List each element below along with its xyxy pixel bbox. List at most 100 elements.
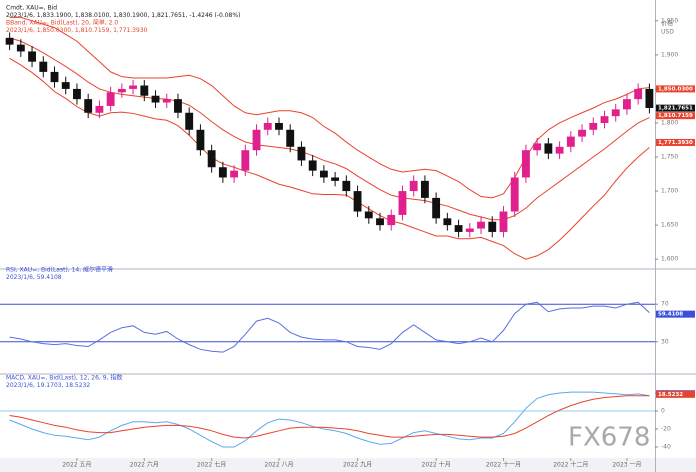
x-tick-label: 2023 一月 xyxy=(612,462,641,469)
candle-body xyxy=(218,167,227,178)
x-tick-label: 2022 五月 xyxy=(62,462,91,469)
watermark: FX678 xyxy=(568,423,650,453)
candle-body xyxy=(488,221,497,232)
value-flag xyxy=(656,390,695,398)
candle-body xyxy=(297,146,306,161)
candle-body xyxy=(308,160,317,171)
x-tick-label: 2022 六月 xyxy=(130,461,159,469)
candle-body xyxy=(465,228,474,232)
candle-body xyxy=(286,129,295,147)
candle-body xyxy=(443,218,452,226)
value-flag-label: 1,821.7651 xyxy=(658,106,693,112)
candle-body xyxy=(73,88,81,100)
y-tick-label: -20 xyxy=(661,426,671,433)
legend-text: 2023/1/6, 59.4108 xyxy=(6,274,62,281)
value-flag xyxy=(656,112,695,120)
candle-body xyxy=(376,218,384,226)
candle-body xyxy=(589,122,598,130)
value-flag xyxy=(656,138,695,146)
legend-text: 2023/1/6, 1,850.0300, 1,810.7159, 1,771.… xyxy=(6,27,148,34)
indicator-line xyxy=(9,301,650,353)
y-tick-label: 1,800 xyxy=(661,119,678,126)
candle-body xyxy=(84,99,93,113)
y-tick-label: 1,950 xyxy=(661,17,678,24)
candle-body xyxy=(533,143,542,151)
candle-body xyxy=(117,88,126,93)
candle-body xyxy=(364,211,373,219)
legend-text: BBand, XAU=, Bid(Last), 20, 简单, 2.0 xyxy=(6,19,118,27)
value-flag-label: 1,850.0300 xyxy=(658,86,693,92)
legend-text: 2023/1/6, 19.1703, 18.5232 xyxy=(6,382,90,389)
candle-body xyxy=(521,150,530,178)
candle-body xyxy=(432,197,441,219)
legend-text: RSI, XAU=, Bid(Last), 14, 威尔德平滑 xyxy=(6,266,113,274)
candle-body xyxy=(196,129,205,151)
legend-text: Cmdt, XAU=, Bid xyxy=(6,5,57,12)
legend-text: MACD, XAU=, Bid(Last), 12, 26, 9, 指数 xyxy=(6,374,122,382)
indicator-line xyxy=(9,395,650,439)
candle-body xyxy=(16,44,25,52)
candle-body xyxy=(544,143,553,154)
candle-body xyxy=(645,88,654,108)
y-tick-label: 30 xyxy=(661,338,669,345)
value-flag xyxy=(656,104,695,112)
candle-body xyxy=(151,95,160,103)
candle-body xyxy=(398,191,407,215)
x-tick-label: 2022 八月 xyxy=(264,462,293,469)
y-tick-label: 70 xyxy=(661,301,669,308)
candle-body xyxy=(510,177,519,212)
y-tick-label: 1,650 xyxy=(661,222,678,229)
y-tick-label: 0 xyxy=(661,408,665,415)
axis-label: USD xyxy=(661,29,674,36)
candle-body xyxy=(129,85,138,89)
bollinger-upper xyxy=(9,16,650,199)
candle-body xyxy=(61,82,70,89)
x-tick-label: 2022 七月 xyxy=(197,461,226,469)
value-flag-label: 1,810.7159 xyxy=(658,113,693,119)
candle-body xyxy=(252,129,261,151)
candle-body xyxy=(331,177,340,181)
y-tick-label: -40 xyxy=(661,444,671,451)
value-flag-label: 18.5232 xyxy=(658,392,683,398)
y-tick-label: 1,750 xyxy=(661,154,678,161)
candle-body xyxy=(106,92,115,106)
candle-body xyxy=(409,180,418,192)
candle-body xyxy=(319,170,328,178)
candle-body xyxy=(342,180,351,192)
candle-body xyxy=(174,99,182,113)
y-tick-label: 1,700 xyxy=(661,188,678,195)
candle-body xyxy=(623,99,631,110)
candle-body xyxy=(50,71,59,83)
candle-body xyxy=(499,211,508,232)
candle-body xyxy=(39,61,48,72)
indicator-line xyxy=(9,391,650,448)
candle-body xyxy=(140,85,149,96)
candle-body xyxy=(230,170,239,178)
candle-body xyxy=(95,105,104,113)
candle-body xyxy=(5,37,14,45)
candle-body xyxy=(162,99,171,103)
candle-body xyxy=(263,122,272,130)
candle-body xyxy=(578,129,586,137)
candle-body xyxy=(566,136,575,147)
y-tick-label: 1,600 xyxy=(661,256,678,263)
bollinger-lower xyxy=(9,57,650,260)
candle-body xyxy=(477,221,485,229)
axis-label: 价格 xyxy=(661,20,673,28)
legend-text: 2023/1/6, 1,833.1900, 1,838.0100, 1,830.… xyxy=(6,12,240,19)
candle-body xyxy=(600,116,609,123)
x-tick-label: 2022 九月 xyxy=(343,461,372,469)
candle-body xyxy=(611,109,620,117)
candle-body xyxy=(454,225,463,232)
x-axis-strip xyxy=(0,458,696,472)
candle-body xyxy=(275,122,283,130)
value-flag-label: 1,771.3930 xyxy=(658,140,693,146)
candle-body xyxy=(555,146,564,154)
bollinger-middle xyxy=(9,37,650,221)
candle-body xyxy=(28,51,36,62)
x-tick-label: 2022 十月 xyxy=(422,461,451,469)
candle-body xyxy=(420,180,429,198)
candle-body xyxy=(207,150,216,168)
